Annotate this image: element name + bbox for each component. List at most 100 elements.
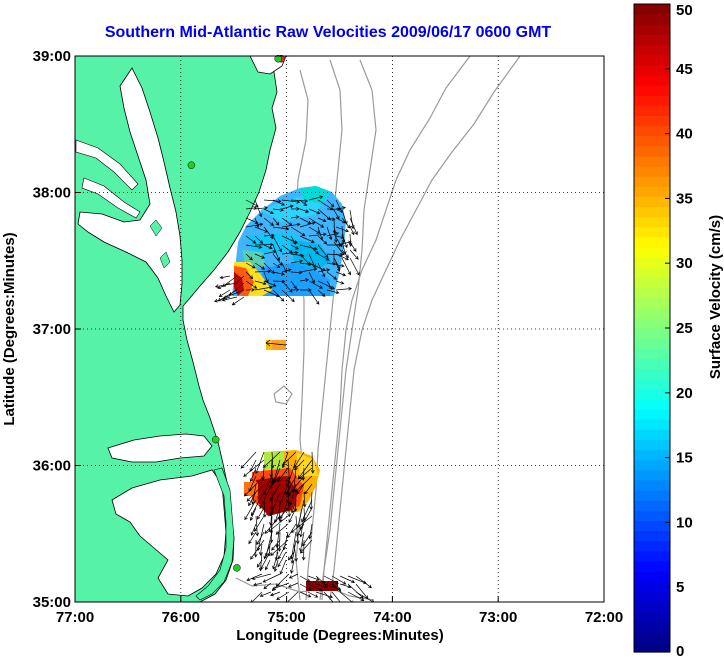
colorbar-swatch <box>634 155 670 167</box>
velocity-arrow <box>281 222 301 228</box>
velocity-arrow <box>259 591 272 597</box>
velocity-arrow <box>288 507 297 523</box>
velocity-arrow <box>299 235 315 243</box>
velocity-arrow <box>273 559 279 573</box>
colorbar-swatch <box>634 631 670 643</box>
barrier-island <box>195 467 235 601</box>
velocity-arrow <box>301 499 313 523</box>
albemarle-sound <box>107 433 213 463</box>
colorbar-swatch <box>634 641 670 653</box>
velocity-arrow <box>287 475 305 497</box>
velocity-arrow <box>245 271 254 280</box>
map-content <box>75 56 604 602</box>
velocity-arrow <box>326 280 333 290</box>
velocity-arrow <box>290 559 295 574</box>
velocity-arrow <box>349 257 360 276</box>
velocity-arrow <box>323 591 334 602</box>
velocity-arrow <box>349 225 355 236</box>
colorbar-swatch <box>634 44 670 56</box>
colorbar-swatch <box>634 550 670 562</box>
colorbar-swatch <box>634 560 670 572</box>
velocity-arrow <box>349 241 357 253</box>
longitude-ticks: 77:00 76:00 75:00 74:00 73:00 72:00 <box>56 596 623 626</box>
velocity-arrow <box>290 226 306 237</box>
colorbar-swatch <box>634 338 670 349</box>
velocity-arrow <box>299 244 318 251</box>
velocity-arrow <box>326 231 340 237</box>
velocity-arrow <box>326 271 337 280</box>
colorbar-tick-label: 5 <box>676 579 684 596</box>
velocity-arrow <box>302 491 307 508</box>
velocity-arrow <box>315 591 333 599</box>
velocity-arrow <box>317 289 326 297</box>
colorbar-swatch <box>634 125 670 137</box>
bay-island <box>149 219 163 237</box>
lat-tick-label: 38:00 <box>33 185 71 202</box>
velocity-arrow <box>317 199 334 211</box>
velocity-arrow <box>335 271 347 277</box>
velocity-arrow <box>245 280 258 289</box>
velocity-arrow <box>256 559 263 568</box>
colorbar-swatch <box>634 398 670 410</box>
velocity-arrow <box>317 253 330 261</box>
velocity-arrow <box>269 475 281 489</box>
colorbar-swatch <box>634 95 670 106</box>
velocity-arrow <box>304 483 313 495</box>
velocity-arrow <box>339 575 356 584</box>
velocity-arrow <box>234 275 245 285</box>
colorbar-swatch <box>634 581 670 592</box>
colorbar-swatch <box>634 34 670 46</box>
velocity-arrow <box>264 515 281 535</box>
velocity-arrow <box>246 483 265 502</box>
velocity-arrow <box>272 551 279 570</box>
velocity-arrow <box>271 539 281 551</box>
colorbar-swatch <box>634 4 670 15</box>
velocity-arrow <box>341 249 349 259</box>
velocity-arrow <box>270 539 289 557</box>
velocity-arrow <box>262 573 281 583</box>
pamlico-sound <box>111 469 227 597</box>
velocity-arrow <box>256 531 265 546</box>
velocity-arrow <box>335 286 353 291</box>
colorbar-swatch <box>634 500 670 511</box>
potomac-river <box>75 139 139 191</box>
velocity-arrow <box>333 209 340 220</box>
velocity-arrow <box>272 199 285 206</box>
velocity-arrow <box>290 270 303 275</box>
velocity-arrow <box>287 551 295 561</box>
velocity-arrow <box>250 539 265 560</box>
velocity-arrow <box>299 217 312 224</box>
colorbar-swatch <box>634 14 670 25</box>
bathymetry-line <box>273 385 293 405</box>
velocity-arrow <box>307 591 319 598</box>
velocity-arrow <box>279 559 287 575</box>
velocity-arrow <box>290 235 296 245</box>
colorbar-tick-label: 35 <box>676 190 693 207</box>
velocity-arrow <box>308 289 320 305</box>
colorbar-swatch <box>634 469 670 481</box>
colorbar-tick-label: 0 <box>676 643 684 659</box>
velocity-arrow <box>277 543 287 560</box>
velocity-arrow <box>272 271 285 276</box>
velocity-arrow <box>254 217 260 228</box>
colorbar-swatch <box>634 115 670 127</box>
velocity-arrow <box>219 275 231 280</box>
velocity-patch <box>300 186 330 204</box>
colorbar-swatch <box>634 186 670 197</box>
velocity-arrow <box>326 199 335 208</box>
velocity-arrow <box>253 539 258 558</box>
velocity-arrow <box>281 244 293 254</box>
colorbar-swatch <box>634 388 670 400</box>
lat-tick-label: 39:00 <box>33 48 71 65</box>
colorbar-ticks: 0 5 10 15 20 25 30 35 40 45 50 <box>665 2 693 659</box>
velocity-arrow <box>333 233 343 248</box>
velocity-arrow <box>285 475 297 496</box>
velocity-arrow <box>265 339 287 347</box>
velocity-arrow <box>331 575 347 585</box>
velocity-arrow <box>288 573 299 579</box>
velocity-arrow <box>326 262 345 268</box>
velocity-arrow <box>272 244 281 262</box>
velocity-arrow <box>254 206 269 210</box>
lat-tick-label: 36:00 <box>33 458 71 475</box>
velocity-arrow <box>250 491 265 517</box>
